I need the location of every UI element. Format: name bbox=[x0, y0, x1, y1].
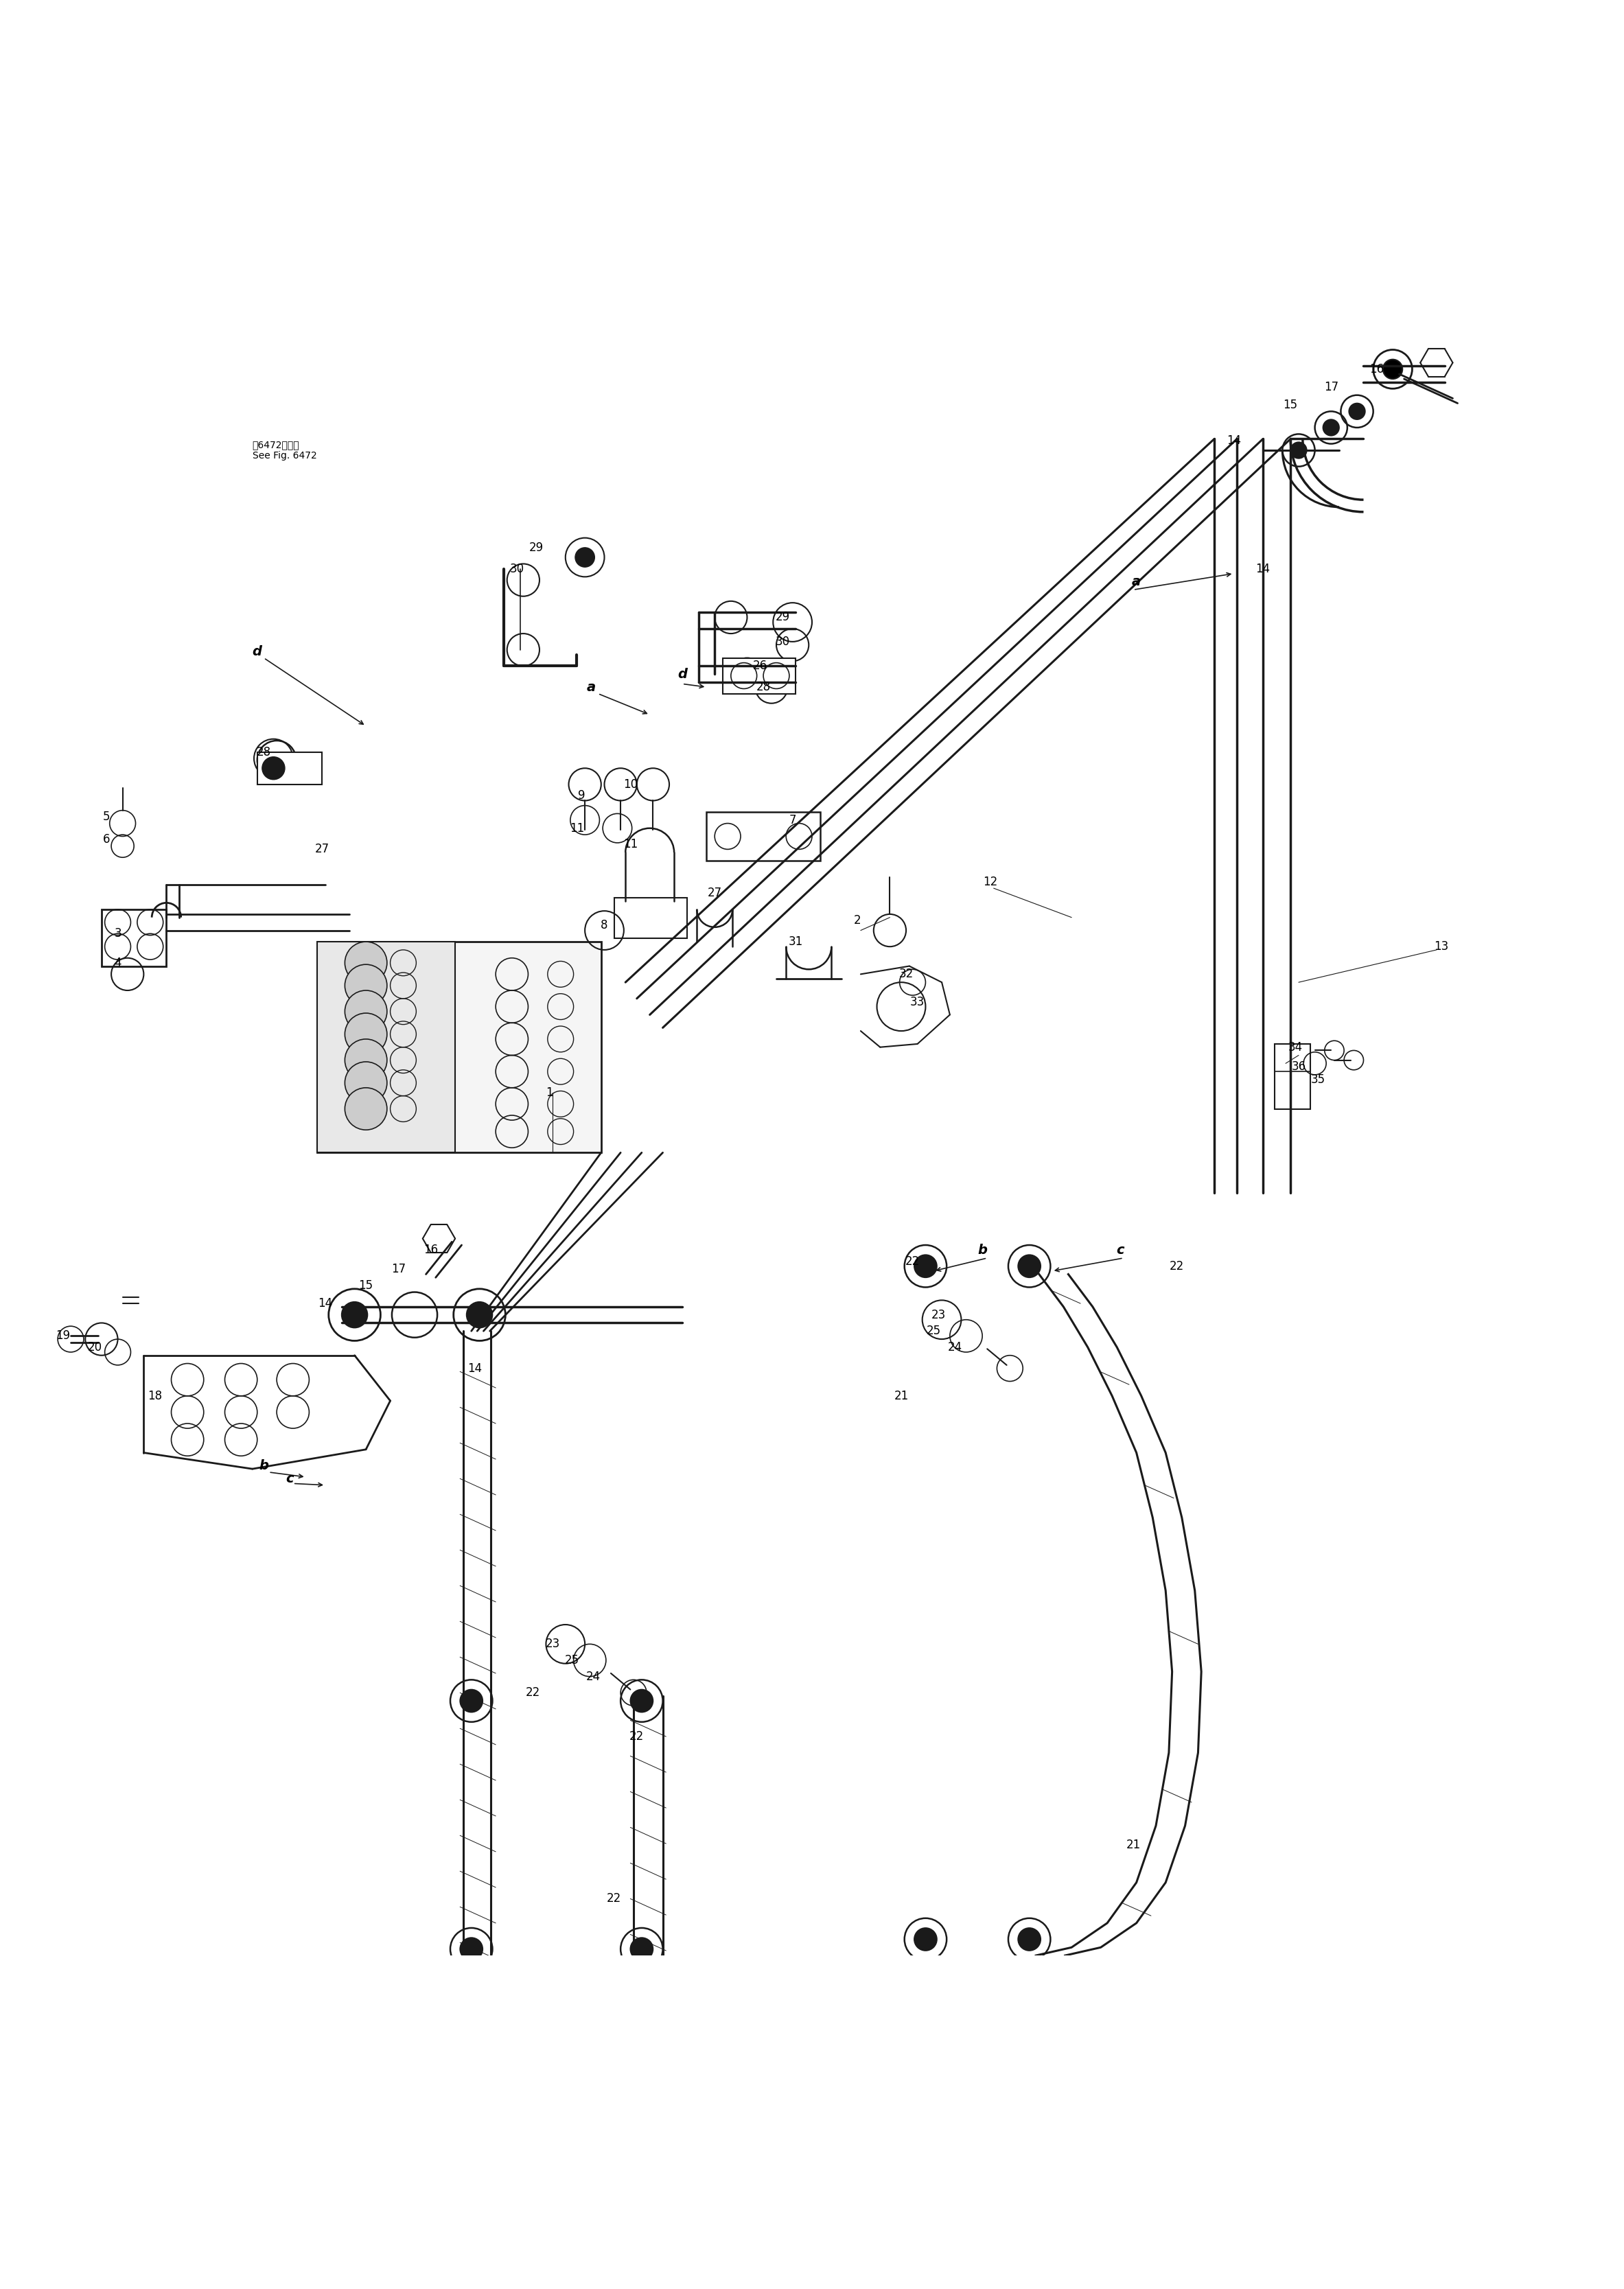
Text: d: d bbox=[252, 645, 261, 657]
Text: 1: 1 bbox=[546, 1087, 552, 1099]
Bar bbox=[317, 941, 455, 1154]
Circle shape bbox=[1324, 419, 1340, 435]
Text: 17: 17 bbox=[391, 1264, 406, 1275]
Circle shape bbox=[261, 758, 284, 781]
Text: 21: 21 bbox=[1125, 1838, 1140, 1852]
Text: 6: 6 bbox=[102, 833, 110, 845]
Circle shape bbox=[1018, 1927, 1041, 1950]
Text: 10: 10 bbox=[624, 778, 638, 790]
Text: 32: 32 bbox=[898, 968, 913, 980]
Text: 29: 29 bbox=[776, 611, 789, 623]
Text: 28: 28 bbox=[757, 680, 770, 694]
Circle shape bbox=[460, 1939, 482, 1959]
Bar bbox=[723, 657, 796, 694]
Circle shape bbox=[460, 1689, 482, 1712]
Circle shape bbox=[344, 991, 387, 1032]
Circle shape bbox=[914, 1927, 937, 1950]
Circle shape bbox=[344, 1062, 387, 1103]
Text: 13: 13 bbox=[1434, 941, 1449, 952]
Text: 14: 14 bbox=[468, 1362, 482, 1373]
Circle shape bbox=[344, 1014, 387, 1055]
Text: 18: 18 bbox=[148, 1389, 162, 1403]
Text: 11: 11 bbox=[570, 822, 585, 835]
Bar bbox=[102, 909, 166, 966]
Text: 22: 22 bbox=[630, 1730, 645, 1742]
Text: 22: 22 bbox=[526, 1687, 541, 1698]
Text: 11: 11 bbox=[624, 838, 638, 852]
Circle shape bbox=[344, 941, 387, 984]
Text: 21: 21 bbox=[893, 1389, 908, 1403]
Text: 15: 15 bbox=[359, 1280, 374, 1291]
Circle shape bbox=[466, 1302, 492, 1328]
Text: 35: 35 bbox=[1311, 1074, 1325, 1085]
Text: 第6472図参照
See Fig. 6472: 第6472図参照 See Fig. 6472 bbox=[252, 439, 317, 460]
Text: 23: 23 bbox=[931, 1309, 945, 1321]
Circle shape bbox=[344, 1039, 387, 1080]
Text: 9: 9 bbox=[578, 790, 585, 801]
Text: 23: 23 bbox=[546, 1639, 560, 1650]
Text: c: c bbox=[1116, 1243, 1124, 1257]
Bar bbox=[706, 813, 820, 861]
Text: 25: 25 bbox=[565, 1655, 580, 1666]
Text: 16: 16 bbox=[424, 1243, 438, 1257]
Text: b: b bbox=[258, 1458, 268, 1472]
Text: 16: 16 bbox=[1369, 364, 1384, 375]
Text: 4: 4 bbox=[114, 957, 122, 968]
Text: a: a bbox=[586, 680, 596, 694]
Text: 14: 14 bbox=[1255, 563, 1270, 575]
Text: 33: 33 bbox=[909, 996, 924, 1007]
Text: 12: 12 bbox=[983, 877, 997, 888]
Text: 14: 14 bbox=[318, 1298, 333, 1309]
Text: 25: 25 bbox=[926, 1325, 940, 1337]
Circle shape bbox=[1291, 442, 1307, 458]
Text: 8: 8 bbox=[601, 920, 607, 932]
Bar bbox=[257, 753, 322, 785]
Circle shape bbox=[914, 1254, 937, 1277]
Text: 3: 3 bbox=[114, 927, 122, 941]
Text: 27: 27 bbox=[315, 842, 330, 856]
Text: d: d bbox=[677, 668, 687, 680]
Text: 30: 30 bbox=[776, 636, 789, 648]
Text: 5: 5 bbox=[102, 810, 110, 824]
Text: 30: 30 bbox=[510, 563, 525, 575]
Text: 27: 27 bbox=[708, 886, 723, 900]
Text: 24: 24 bbox=[947, 1341, 961, 1353]
Circle shape bbox=[341, 1302, 367, 1328]
Bar bbox=[1275, 1044, 1311, 1108]
Text: 22: 22 bbox=[905, 1254, 919, 1268]
Circle shape bbox=[1350, 403, 1366, 419]
Circle shape bbox=[1384, 359, 1403, 380]
Text: 24: 24 bbox=[586, 1671, 601, 1682]
Circle shape bbox=[344, 964, 387, 1007]
Text: 7: 7 bbox=[789, 815, 796, 826]
Text: 22: 22 bbox=[607, 1893, 622, 1904]
Circle shape bbox=[575, 547, 594, 568]
Text: 29: 29 bbox=[529, 542, 544, 554]
Circle shape bbox=[630, 1939, 653, 1959]
Text: 17: 17 bbox=[1324, 380, 1338, 394]
Text: b: b bbox=[978, 1243, 987, 1257]
Text: 15: 15 bbox=[1283, 398, 1298, 412]
Text: 22: 22 bbox=[1169, 1259, 1184, 1273]
Text: 31: 31 bbox=[789, 936, 804, 948]
Circle shape bbox=[1018, 1254, 1041, 1277]
Text: a: a bbox=[1132, 575, 1142, 588]
Circle shape bbox=[630, 1689, 653, 1712]
Circle shape bbox=[344, 1087, 387, 1131]
Text: 36: 36 bbox=[1291, 1060, 1306, 1074]
Text: 19: 19 bbox=[55, 1330, 70, 1341]
Text: 14: 14 bbox=[1226, 435, 1241, 446]
Bar bbox=[317, 941, 601, 1154]
Text: 26: 26 bbox=[754, 659, 768, 673]
Text: 2: 2 bbox=[854, 916, 861, 927]
Bar bbox=[614, 897, 687, 938]
Text: 34: 34 bbox=[1288, 1041, 1302, 1053]
Text: c: c bbox=[286, 1472, 294, 1486]
Text: 20: 20 bbox=[88, 1341, 102, 1353]
Text: 28: 28 bbox=[257, 746, 271, 758]
